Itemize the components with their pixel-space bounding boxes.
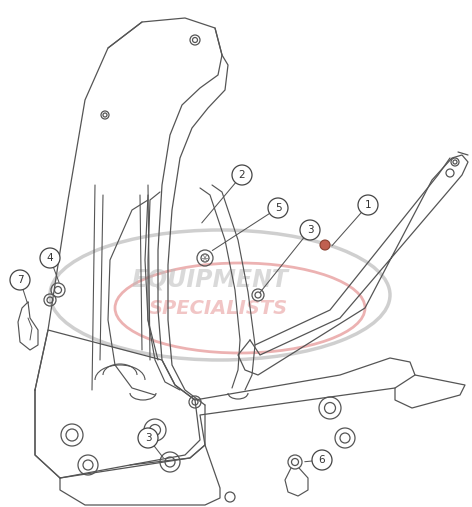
- Circle shape: [10, 270, 30, 290]
- Circle shape: [300, 220, 320, 240]
- Circle shape: [138, 428, 158, 448]
- Circle shape: [312, 450, 332, 470]
- Text: 2: 2: [239, 170, 245, 180]
- Text: 3: 3: [145, 433, 152, 443]
- Text: 3: 3: [307, 225, 313, 235]
- Text: 1: 1: [365, 200, 371, 210]
- Text: SPECIALISTS: SPECIALISTS: [148, 299, 287, 317]
- Text: 7: 7: [17, 275, 23, 285]
- Circle shape: [268, 198, 288, 218]
- Circle shape: [40, 248, 60, 268]
- Text: 4: 4: [47, 253, 53, 263]
- Circle shape: [232, 165, 252, 185]
- Circle shape: [358, 195, 378, 215]
- Text: EQUIPMENT: EQUIPMENT: [132, 268, 288, 292]
- Text: 5: 5: [275, 203, 281, 213]
- Circle shape: [320, 240, 330, 250]
- Text: 6: 6: [319, 455, 325, 465]
